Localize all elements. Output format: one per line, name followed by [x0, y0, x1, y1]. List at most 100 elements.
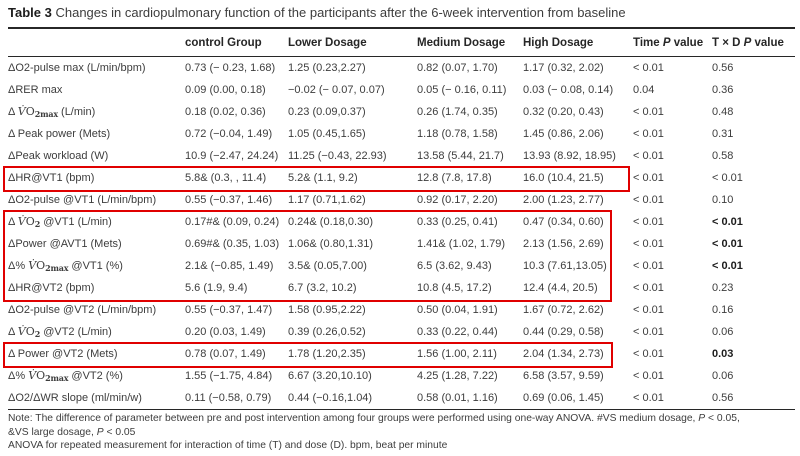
cell-high-dosage: 2.00 (1.23, 2.77) [523, 194, 604, 206]
cell-lower-dosage: 6.67 (3.20,10.10) [288, 370, 372, 382]
cell-high-dosage: 10.3 (7.61,13.05) [523, 260, 607, 272]
row-label: ΔHR@VT1 (bpm) [8, 172, 95, 184]
table-row: Δ Power @VT2 (Mets) 0.78 (0.07, 1.49) 1.78… [8, 343, 795, 365]
cell-high-dosage: 1.67 (0.72, 2.62) [523, 304, 604, 316]
row-label: ΔPeak workload (W) [8, 150, 109, 162]
table-row: ΔO2/ΔWR slope (ml/min/w) 0.11 (−0.58, 0.7… [8, 387, 795, 410]
cell-lower-dosage: 1.58 (0.95,2.22) [288, 304, 366, 316]
row-label: Δ Peak power (Mets) [8, 128, 111, 140]
column-header-lower-dosage: Lower Dosage [288, 28, 417, 57]
cell-txd-p-value: 0.56 [712, 392, 734, 404]
cell-medium-dosage: 0.33 (0.25, 0.41) [417, 216, 498, 228]
cell-time-p-value: < 0.01 [633, 370, 664, 382]
table-row: ΔHR@VT1 (bpm) 5.8& (0.3, , 11.4) 5.2& (1.1… [8, 167, 795, 189]
column-header-parameter [8, 28, 185, 57]
row-label: ΔPower @AVT1 (Mets) [8, 238, 122, 250]
cell-time-p-value: < 0.01 [633, 62, 664, 74]
cell-lower-dosage: 5.2& (1.1, 9.2) [288, 172, 358, 184]
column-header-time-p-value: Time P value [633, 28, 712, 57]
cell-control-group: 0.69#& (0.35, 1.03) [185, 238, 280, 250]
note-line: ANOVA for repeated measurement for inter… [8, 440, 448, 452]
cell-high-dosage: 0.03 (− 0.08, 0.14) [523, 84, 614, 96]
table-row: Δ V̇O2max (L/min) 0.18 (0.02, 0.36) 0.23 (… [8, 101, 795, 123]
cell-control-group: 0.55 (−0.37, 1.46) [185, 194, 273, 206]
table-row: Δ V̇O2 @VT2 (L/min) 0.20 (0.03, 1.49) 0.39… [8, 321, 795, 343]
row-label: Δ V̇O2 @VT2 (L/min) [8, 325, 112, 339]
table-row: ΔHR@VT2 (bpm) 5.6 (1.9, 9.4) 6.7 (3.2, 10.… [8, 277, 795, 299]
cell-medium-dosage: 0.82 (0.07, 1.70) [417, 62, 498, 74]
table-row: ΔO2-pulse @VT2 (L/min/bpm) 0.55 (−0.37, 1… [8, 299, 795, 321]
cell-control-group: 0.20 (0.03, 1.49) [185, 326, 266, 338]
cell-txd-p-value: 0.48 [712, 106, 734, 118]
table-row: ΔPeak workload (W) 10.9 (−2.47, 24.24) 11.… [8, 145, 795, 167]
cell-control-group: 0.73 (− 0.23, 1.68) [185, 62, 276, 74]
cell-txd-p-value: 0.06 [712, 370, 734, 382]
cell-high-dosage: 0.44 (0.29, 0.58) [523, 326, 604, 338]
row-label: ΔO2-pulse max (L/min/bpm) [8, 62, 146, 74]
cell-time-p-value: < 0.01 [633, 304, 664, 316]
column-header-medium-dosage: Medium Dosage [417, 28, 523, 57]
row-label: Δ V̇O2 @VT1 (L/min) [8, 215, 112, 229]
cell-high-dosage: 13.93 (8.92, 18.95) [523, 150, 616, 162]
column-header-control-group: control Group [185, 28, 288, 57]
cell-lower-dosage: 6.7 (3.2, 10.2) [288, 282, 357, 294]
cell-medium-dosage: 0.58 (0.01, 1.16) [417, 392, 498, 404]
row-label: ΔO2-pulse @VT1 (L/min/bpm) [8, 194, 157, 206]
cell-control-group: 0.09 (0.00, 0.18) [185, 84, 266, 96]
cell-txd-p-value: 0.58 [712, 150, 734, 162]
row-label: Δ% V̇O2max @VT2 (%) [8, 369, 123, 383]
cell-time-p-value: < 0.01 [633, 106, 664, 118]
cell-lower-dosage: 0.24& (0.18,0.30) [288, 216, 374, 228]
cell-high-dosage: 16.0 (10.4, 21.5) [523, 172, 604, 184]
cell-time-p-value: < 0.01 [633, 194, 664, 206]
column-header-txd-p-value: T × D P value [712, 28, 795, 57]
table-row: Δ V̇O2 @VT1 (L/min) 0.17#& (0.09, 0.24) 0.… [8, 211, 795, 233]
cell-txd-p-value: 0.23 [712, 282, 734, 294]
table-title: Table 3 Changes in cardiopulmonary funct… [8, 5, 626, 20]
cell-txd-p-value: < 0.01 [712, 260, 743, 272]
cell-control-group: 0.18 (0.02, 0.36) [185, 106, 266, 118]
cell-medium-dosage: 0.05 (− 0.16, 0.11) [417, 84, 507, 96]
cell-control-group: 1.55 (−1.75, 4.84) [185, 370, 273, 382]
note-line: Note: The difference of parameter betwee… [8, 413, 740, 424]
cell-medium-dosage: 0.50 (0.04, 1.91) [417, 304, 498, 316]
cell-txd-p-value: < 0.01 [712, 238, 743, 250]
cell-medium-dosage: 0.92 (0.17, 2.20) [417, 194, 498, 206]
cell-control-group: 0.78 (0.07, 1.49) [185, 348, 266, 360]
cell-control-group: 10.9 (−2.47, 24.24) [185, 150, 279, 162]
cell-txd-p-value: 0.16 [712, 304, 734, 316]
cell-lower-dosage: 1.17 (0.71,1.62) [288, 194, 366, 206]
cell-medium-dosage: 1.41& (1.02, 1.79) [417, 238, 506, 250]
cell-high-dosage: 0.69 (0.06, 1.45) [523, 392, 604, 404]
table-row: ΔRER max 0.09 (0.00, 0.18) −0.02 (− 0.07, … [8, 79, 795, 101]
row-label: ΔO2/ΔWR slope (ml/min/w) [8, 392, 142, 404]
cell-medium-dosage: 4.25 (1.28, 7.22) [417, 370, 498, 382]
cell-txd-p-value: 0.03 [712, 348, 734, 360]
cell-lower-dosage: 0.39 (0.26,0.52) [288, 326, 366, 338]
cell-lower-dosage: −0.02 (− 0.07, 0.07) [288, 84, 385, 96]
cell-lower-dosage: 0.23 (0.09,0.37) [288, 106, 366, 118]
cell-control-group: 0.17#& (0.09, 0.24) [185, 216, 280, 228]
cell-txd-p-value: 0.56 [712, 62, 734, 74]
table-row: ΔO2-pulse max (L/min/bpm) 0.73 (− 0.23, 1… [8, 57, 795, 80]
cell-high-dosage: 2.04 (1.34, 2.73) [523, 348, 604, 360]
cell-time-p-value: < 0.01 [633, 348, 664, 360]
cell-lower-dosage: 1.06& (0.80,1.31) [288, 238, 374, 250]
cell-time-p-value: < 0.01 [633, 282, 664, 294]
data-table: control Group Lower Dosage Medium Dosage… [8, 27, 795, 410]
row-label: ΔRER max [8, 84, 63, 96]
cell-high-dosage: 1.17 (0.32, 2.02) [523, 62, 604, 74]
cell-lower-dosage: 11.25 (−0.43, 22.93) [288, 150, 387, 162]
table-row: Δ% V̇O2max @VT1 (%) 2.1& (−0.85, 1.49) 3.5… [8, 255, 795, 277]
cell-time-p-value: 0.04 [633, 84, 655, 96]
cell-high-dosage: 0.47 (0.34, 0.60) [523, 216, 604, 228]
cell-high-dosage: 0.32 (0.20, 0.43) [523, 106, 604, 118]
cell-time-p-value: < 0.01 [633, 238, 664, 250]
cell-time-p-value: < 0.01 [633, 392, 664, 404]
table-body: ΔO2-pulse max (L/min/bpm) 0.73 (− 0.23, 1… [8, 57, 795, 410]
row-label: Δ V̇O2max (L/min) [8, 105, 96, 119]
cell-lower-dosage: 0.44 (−0.16,1.04) [288, 392, 373, 404]
cell-time-p-value: < 0.01 [633, 172, 664, 184]
cell-high-dosage: 6.58 (3.57, 9.59) [523, 370, 604, 382]
